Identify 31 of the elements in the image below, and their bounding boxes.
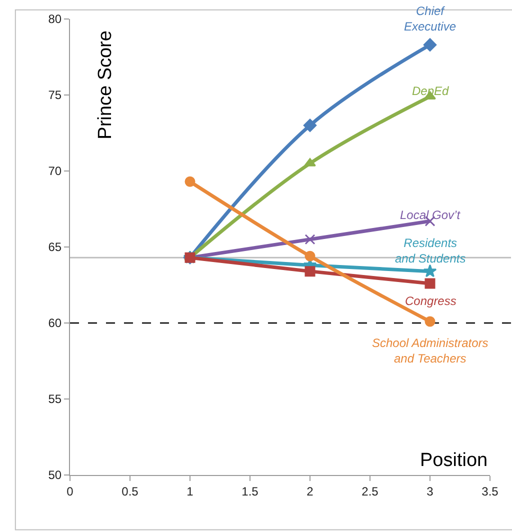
point — [424, 278, 436, 289]
y-tick-label: 75 — [48, 88, 62, 102]
y-tick-label: 70 — [48, 164, 62, 178]
series-label: Congress — [405, 294, 456, 308]
x-axis-title: Position — [420, 450, 488, 471]
x-tick-label: 0 — [66, 484, 74, 498]
point — [423, 264, 437, 278]
y-tick-label: 65 — [48, 240, 62, 254]
point — [304, 250, 316, 262]
point — [184, 176, 196, 187]
point — [423, 38, 437, 52]
y-tick-label: 50 — [48, 468, 62, 482]
x-tick-label: 0.5 — [122, 484, 139, 498]
point — [424, 316, 436, 327]
y-tick-label: 80 — [48, 12, 62, 26]
x-tick-label: 1.5 — [242, 484, 259, 498]
y-axis-title: Prince Score — [95, 30, 116, 140]
x-tick-label: 3.5 — [482, 484, 499, 498]
y-tick-label: 60 — [48, 316, 62, 330]
point — [303, 118, 317, 132]
series-label: Chief Executive — [404, 4, 456, 34]
point — [304, 234, 316, 245]
series-label: Local Gov’t — [400, 208, 461, 222]
point — [304, 266, 316, 277]
x-tick-label: 3 — [426, 484, 434, 498]
x-tick-label: 1 — [186, 484, 194, 498]
text: School Administrators and Teachers — [372, 336, 488, 366]
x-tick-label: 2.5 — [362, 484, 379, 498]
x-tick-label: 2 — [306, 484, 314, 498]
series-label: Residents and Students — [395, 236, 466, 266]
y-tick-label: 55 — [48, 392, 62, 406]
